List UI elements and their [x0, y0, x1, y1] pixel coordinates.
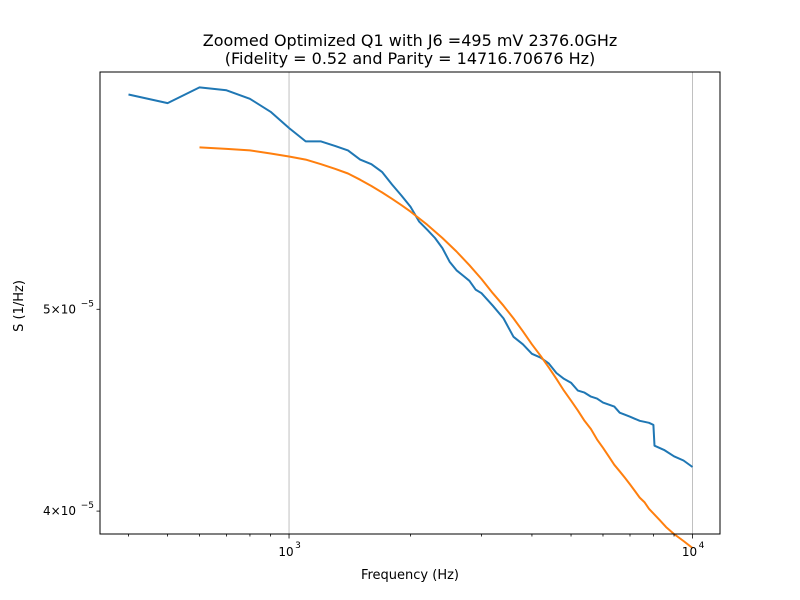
y-tick-label-1: 4×10 [43, 504, 76, 518]
x-tick-exponent-1: 4 [699, 541, 705, 551]
chart-title: Zoomed Optimized Q1 with J6 =495 mV 2376… [203, 31, 618, 50]
x-axis-label: Frequency (Hz) [361, 568, 459, 583]
y-axis-label: S (1/Hz) [12, 280, 27, 332]
y-tick-label-0: 5×10 [43, 302, 76, 316]
y-tick-exponent-0: −5 [81, 299, 94, 309]
chart-subtitle: (Fidelity = 0.52 and Parity = 14716.7067… [225, 49, 596, 68]
axes-frame [99, 71, 721, 535]
series-line-1 [199, 146, 694, 549]
x-tick-label-0: 10 [278, 545, 293, 559]
series-line-0 [128, 86, 694, 468]
x-tick-exponent-0: 3 [295, 541, 301, 551]
y-tick-exponent-1: −5 [81, 501, 94, 511]
x-tick-label-1: 10 [682, 545, 697, 559]
